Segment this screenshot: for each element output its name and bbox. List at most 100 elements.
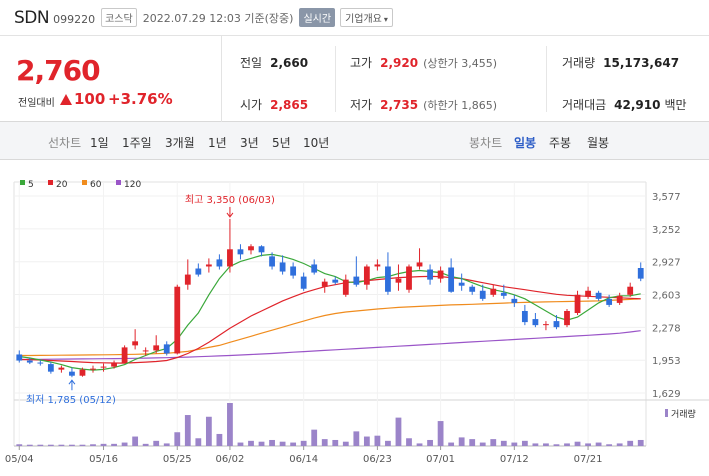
period-5y[interactable]: 5년 [272,136,291,150]
upper-limit: (상한가 3,455) [423,57,497,70]
x-tick-label: 07/01 [426,454,455,465]
period-3y[interactable]: 3년 [240,136,259,150]
volume-bar [248,440,254,446]
volume-bar [353,431,360,446]
realtime-button[interactable]: 실시간 [299,8,336,27]
volume-bar [543,443,549,446]
legend-label: 120 [124,180,141,190]
prev-close: 전일 2,660 [240,54,308,71]
prev-close-label: 전일 [240,56,263,70]
volume-bar [290,442,297,446]
candle-body [195,268,202,275]
candle-body [500,292,507,296]
market-badge: 코스닥 [101,8,137,27]
open-price: 시가 2,865 [240,96,308,113]
volume-bar [195,438,202,446]
change-percent: +3.76% [108,90,173,108]
candle-body [458,282,465,286]
candle-body [553,321,560,328]
candle-body [269,256,275,267]
ma20-line [19,275,641,364]
lower-limit: (하한가 1,865) [423,99,497,112]
y-tick-label: 2,603 [652,291,681,302]
candle-monthly[interactable]: 월봉 [587,136,610,150]
open-label: 시가 [240,98,263,112]
volume-bar [311,429,318,446]
y-tick-label: 3,252 [652,225,681,236]
legend-swatch [116,180,121,185]
candle-body [363,266,370,285]
period-3m[interactable]: 3개월 [165,136,195,150]
candle-body [300,276,307,289]
price-summary: 2,760 전일대비 100 +3.76% 전일 2,660 시가 2,865 … [0,36,709,122]
candle-body [16,354,23,361]
x-tick-label: 07/21 [574,454,603,465]
volume-bar [427,439,433,446]
candle-weekly[interactable]: 주봉 [549,136,572,150]
candle-body [100,366,107,368]
legend-swatch [20,180,25,185]
volume-bar [458,437,465,446]
low-label: 저가 [350,98,373,112]
volume-bar [490,439,497,446]
volume-bar [227,403,233,446]
candle-chart-label[interactable]: 봉차트 [469,136,503,150]
candle-body [532,319,539,326]
volume-bar [637,439,644,446]
candle-body [448,267,455,292]
legend-label: 5 [28,180,34,190]
candle-body [574,294,581,314]
candle-body [543,324,549,326]
candle-body [132,341,139,346]
up-triangle-icon [60,93,72,105]
candle-body [153,345,160,351]
volume-bar [448,442,455,446]
x-tick-label: 05/25 [163,454,192,465]
volume-bar [111,443,117,446]
volume-bar [564,443,570,446]
candle-body [26,360,33,363]
candle-body [47,364,54,372]
candle-body [248,246,254,251]
amount-unit: 백만 [664,98,687,112]
candle-body [627,286,634,295]
volume-bar [153,440,160,446]
company-info-button[interactable]: 기업개요 ▾ [340,8,393,27]
candle-body [606,298,613,305]
candle-body [142,350,149,352]
candle-body [279,262,286,272]
candle-body [258,246,265,253]
volume-value: 15,173,647 [603,56,680,70]
volume-bar [269,439,275,446]
candle-body [469,286,476,292]
volume-bar [58,444,65,446]
change-amount: 100 [74,90,106,108]
ma5-line [19,253,641,371]
divider [335,46,336,112]
volume-bar [132,436,139,446]
volume-bar [532,443,539,446]
period-10y[interactable]: 10년 [303,136,330,150]
stock-code: 099220 [53,12,96,26]
low-value: 2,735 [380,98,419,112]
candle-body [311,264,318,273]
period-1y[interactable]: 1년 [208,136,227,150]
candle-daily[interactable]: 일봉 [514,136,537,150]
divider [546,46,547,112]
y-tick-label: 1,629 [652,389,681,400]
high-value: 2,920 [380,56,419,70]
period-1d[interactable]: 1일 [90,136,109,150]
volume-bar [37,444,44,446]
candle-body [111,362,117,367]
period-1w[interactable]: 1주일 [122,136,152,150]
candle-body [521,310,528,323]
x-tick-label: 05/04 [5,454,34,465]
change-label: 전일대비 [18,98,55,109]
line-chart-label[interactable]: 선차트 [48,136,82,150]
volume-bar [606,444,613,446]
timestamp: 2022.07.29 12:03 기준(장중) [142,11,294,25]
candle-body [353,276,360,285]
candle-body [174,286,181,354]
candle-body [490,288,497,295]
prev-close-value: 2,660 [270,56,309,70]
